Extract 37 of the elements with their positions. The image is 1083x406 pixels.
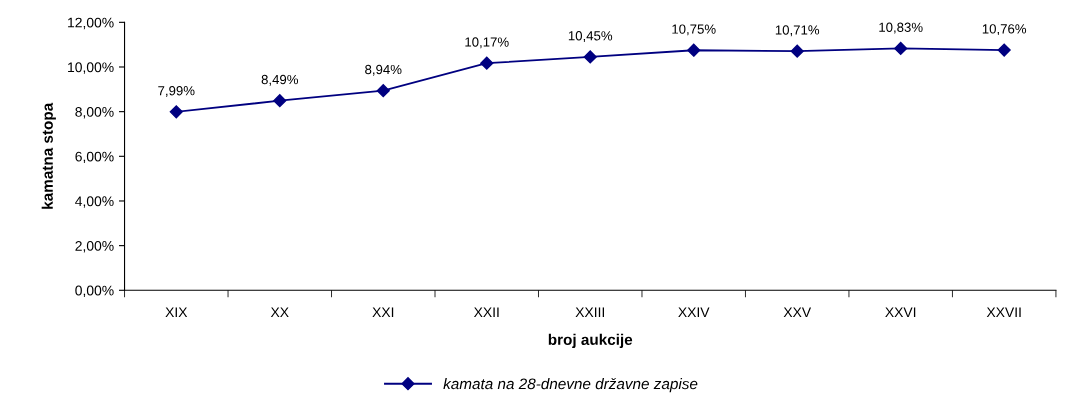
x-tick-label: XXVI: [885, 307, 916, 318]
x-tick-label: XXII: [473, 307, 499, 318]
point: [790, 44, 804, 58]
data-label: 10,76%: [982, 24, 1027, 36]
y-tick-label: 8,00%: [75, 106, 114, 119]
y-tick-label: 0,00%: [75, 285, 114, 298]
x-tick-label: XIX: [165, 307, 188, 318]
data-label: 8,94%: [365, 64, 402, 76]
point: [894, 41, 908, 56]
x-tick-label: XXV: [783, 307, 812, 318]
point: [583, 50, 597, 64]
data-label: 10,71%: [775, 25, 820, 37]
y-tick-label: 4,00%: [75, 196, 114, 208]
point: [687, 43, 701, 57]
y-tick-label: 6,00%: [75, 151, 114, 164]
y-tick-label: 12,00%: [68, 17, 114, 30]
y-tick-label: 10,00%: [68, 62, 114, 74]
point: [169, 105, 183, 119]
data-label: 10,83%: [879, 22, 923, 34]
y-tick-label: 2,00%: [75, 240, 114, 253]
x-tick-label: XX: [270, 307, 289, 318]
x-tick-label: XXVII: [986, 307, 1021, 318]
y-axis-title: kamatna stopa: [41, 102, 56, 209]
data-label: 10,45%: [568, 31, 613, 42]
legend-label: kamata na 28-dnevne državne zapise: [443, 377, 698, 393]
data-label: 7,99%: [158, 86, 195, 97]
point: [480, 56, 494, 70]
x-tick-label: XXI: [372, 307, 394, 318]
point: [376, 84, 390, 98]
x-tick-label: XXIII: [575, 307, 605, 318]
data-label: 10,75%: [672, 24, 716, 36]
x-axis-title: broj aukcije: [548, 333, 633, 349]
point: [997, 43, 1011, 57]
x-tick-label: XXIV: [678, 307, 710, 318]
data-label: 8,49%: [261, 74, 299, 86]
point: [273, 94, 287, 108]
data-label: 10,17%: [465, 37, 509, 49]
